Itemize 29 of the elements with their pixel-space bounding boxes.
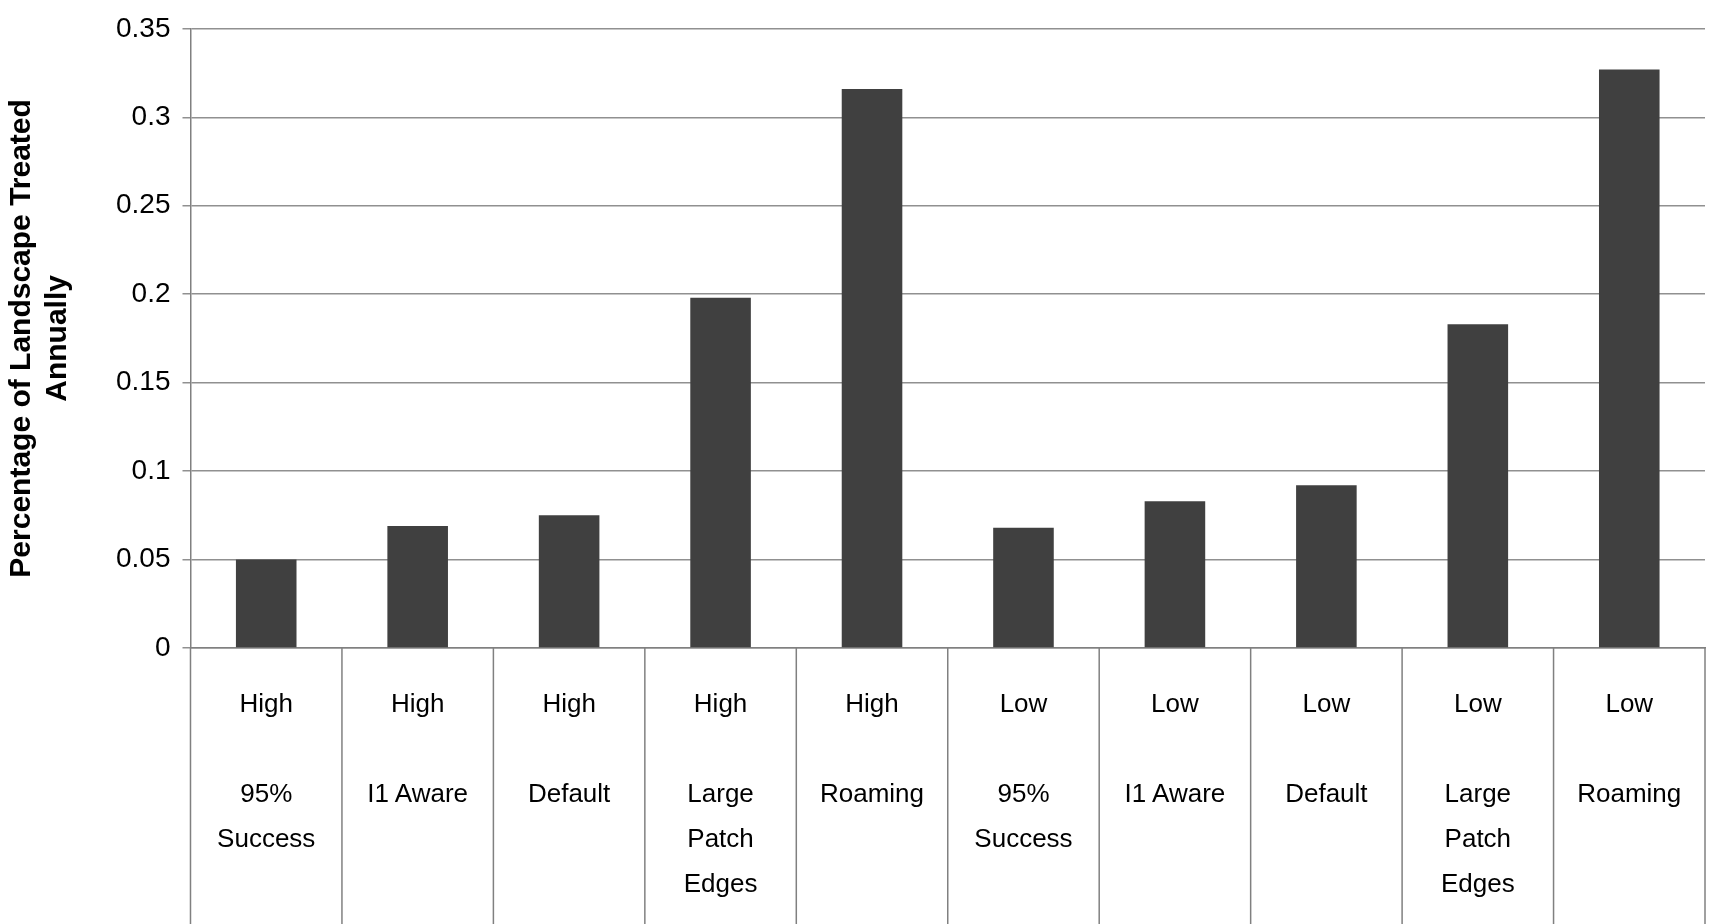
category-label: Low Default	[1285, 688, 1368, 809]
category-label: Low Roaming	[1577, 688, 1682, 809]
bar	[690, 297, 751, 648]
y-tick-label: 0.2	[131, 276, 171, 308]
y-tick-label: 0	[154, 630, 171, 662]
bar	[1447, 324, 1509, 648]
y-tick-label: 0.25	[116, 188, 171, 220]
category-label: High Large Patch Edges	[683, 688, 758, 899]
bar	[387, 525, 448, 648]
category-label: Low I1 Aware	[1124, 688, 1226, 809]
category-label: High 95% Success	[217, 688, 316, 854]
category-label: High Default	[527, 688, 611, 809]
bar	[1296, 485, 1357, 648]
y-tick-label: 0.3	[131, 99, 171, 131]
bar	[993, 527, 1054, 648]
bar	[235, 559, 297, 648]
y-tick-label: 0.35	[116, 11, 171, 43]
y-tick-label: 0.05	[116, 542, 171, 574]
category-label: Low Large Patch Edges	[1440, 688, 1515, 899]
y-tick-label: 0.1	[131, 453, 171, 485]
y-axis-title: Percentage of Landscape Treated Annually	[3, 99, 73, 578]
bar	[538, 515, 600, 648]
category-label: High Roaming	[819, 688, 925, 809]
bar	[841, 88, 903, 648]
bar	[1144, 501, 1206, 648]
y-tick-label: 0.15	[116, 365, 171, 397]
category-label: Low 95% Success	[974, 688, 1073, 854]
category-label: High I1 Aware	[367, 688, 469, 809]
bar	[1598, 69, 1660, 648]
